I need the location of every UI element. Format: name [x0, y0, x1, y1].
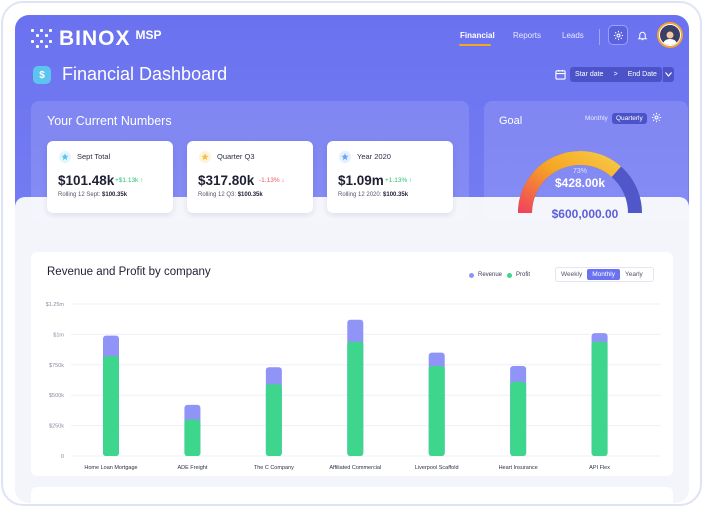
- stat-label: Quarter Q3: [217, 152, 255, 161]
- settings-button[interactable]: [608, 25, 628, 45]
- bar-profit[interactable]: [103, 356, 119, 456]
- avatar-icon: [659, 24, 681, 46]
- x-category-label: Affiliated Commercial: [329, 465, 381, 471]
- stat-card[interactable]: Quarter Q3 $317.80k -1.13% ↓ Rolling 12 Q3:…: [187, 141, 313, 213]
- stat-rolling-label: Rolling 12 Q3:: [198, 192, 237, 198]
- bar-profit[interactable]: [347, 341, 364, 456]
- stat-icon-star: [61, 153, 69, 160]
- star-icon: [199, 151, 211, 163]
- x-category-label: ADE Freight: [177, 465, 207, 471]
- stat-card[interactable]: Year 2020 $1.09m +1.13% ↑ Rolling 12 2020: …: [327, 141, 453, 213]
- dashboard-screen: BINOX MSP Financial Reports Leads $ Fina…: [15, 15, 689, 503]
- legend-revenue: Revenue: [469, 272, 502, 278]
- bar-profit[interactable]: [510, 381, 527, 456]
- stat-rolling: Rolling 12 Q3: $100.35k: [198, 192, 263, 198]
- calendar-icon[interactable]: [555, 69, 566, 80]
- y-tick-label: $750k: [49, 363, 64, 369]
- x-category-label: Heart Insurance: [499, 465, 538, 471]
- end-date-field[interactable]: End Date: [627, 71, 657, 78]
- dollar-icon: $: [33, 66, 51, 84]
- logo-mark-icon: [31, 29, 53, 49]
- stat-change: +$1.13k ↑: [115, 177, 144, 184]
- stat-value: $317.80k: [198, 173, 255, 188]
- logo-text: BINOX: [59, 27, 131, 50]
- nav-leads[interactable]: Leads: [562, 31, 584, 40]
- notifications-button[interactable]: [635, 28, 649, 42]
- goal-toggle-quarterly[interactable]: Quarterly: [612, 113, 647, 124]
- y-tick-label: $1.25m: [46, 302, 65, 308]
- x-category-label: Liverpool Scaffold: [415, 465, 459, 471]
- stat-change: +1.13% ↑: [385, 177, 413, 184]
- star-icon: [339, 151, 351, 163]
- y-tick-label: $1m: [53, 332, 64, 338]
- gear-icon: [613, 30, 623, 40]
- gauge-fill: [518, 151, 621, 213]
- numbers-title: Your Current Numbers: [47, 114, 172, 128]
- legend-profit-label: Profit: [516, 272, 531, 278]
- nav-financial[interactable]: Financial: [460, 31, 495, 40]
- next-section-card: [31, 487, 673, 503]
- x-category-label: The C Company: [254, 465, 294, 471]
- nav-reports[interactable]: Reports: [513, 31, 542, 40]
- period-monthly[interactable]: Monthly: [587, 269, 620, 280]
- stat-value: $101.48k: [58, 173, 115, 188]
- page-title: Financial Dashboard: [62, 64, 228, 84]
- legend-profit: Profit: [507, 272, 530, 278]
- bar-profit[interactable]: [184, 419, 201, 456]
- bell-icon: [637, 31, 647, 40]
- date-dropdown-button[interactable]: [662, 67, 674, 82]
- legend-revenue-swatch: [469, 272, 474, 278]
- logo-subtext: MSP: [135, 28, 162, 42]
- revenue-profit-chart-card: Revenue and Profit by company Revenue Pr…: [31, 252, 673, 476]
- stat-icon-star: [341, 153, 349, 160]
- stat-rolling-value: $100.35k: [102, 192, 128, 198]
- legend-profit-swatch: [507, 272, 512, 278]
- stat-card[interactable]: Sept Total $101.48k +$1.13k ↑ Rolling 12 Se…: [47, 141, 173, 213]
- nav-divider: [599, 29, 600, 45]
- stat-rolling: Rolling 12 2020: $100.35k: [338, 192, 408, 198]
- legend-revenue-label: Revenue: [478, 272, 503, 278]
- user-avatar[interactable]: [657, 22, 683, 48]
- nav-active-indicator: [459, 44, 491, 46]
- stat-rolling-label: Rolling 12 Sept:: [58, 192, 101, 198]
- chevron-down-icon: [665, 72, 672, 77]
- stat-icon-star: [201, 153, 209, 160]
- goal-target-value: $600,000.00: [551, 207, 619, 221]
- chart-title: Revenue and Profit by company: [47, 266, 211, 278]
- goal-gauge: 73% $428.00k: [518, 151, 642, 213]
- date-range-picker[interactable]: Star date > End Date: [570, 67, 662, 82]
- bar-profit[interactable]: [591, 341, 608, 456]
- period-yearly[interactable]: Yearly: [624, 271, 643, 278]
- stat-label: Year 2020: [357, 152, 391, 161]
- chevron-right-icon: >: [613, 71, 618, 78]
- y-tick-label: 0: [61, 454, 64, 460]
- stat-change: -1.13% ↓: [259, 177, 285, 184]
- start-date-field[interactable]: Star date: [575, 71, 604, 78]
- app-logo[interactable]: BINOX MSP: [31, 27, 162, 51]
- stat-value: $1.09m: [338, 173, 384, 188]
- stat-rolling-label: Rolling 12 2020:: [338, 192, 382, 198]
- bar-chart: 0 $250k $500k $750k $1m $1.25m Home Loan Mortg…: [46, 302, 661, 471]
- bar-profit[interactable]: [428, 366, 445, 456]
- stat-rolling-value: $100.35k: [383, 192, 409, 198]
- stat-rolling-value: $100.35k: [237, 192, 263, 198]
- stat-label: Sept Total: [77, 152, 111, 161]
- goal-settings-icon[interactable]: [651, 112, 662, 123]
- x-category-label: Home Loan Mortgage: [84, 465, 137, 471]
- period-selector: Weekly Monthly Yearly: [555, 267, 654, 282]
- y-tick-label: $500k: [49, 393, 64, 399]
- period-weekly[interactable]: Weekly: [561, 271, 583, 278]
- goal-title: Goal: [499, 115, 523, 127]
- goal-panel: Goal Monthly Quarterly 73% $428.00k: [484, 101, 688, 221]
- goal-percent: 73%: [573, 168, 587, 175]
- y-tick-label: $250k: [49, 424, 64, 430]
- goal-toggle-monthly[interactable]: Monthly: [585, 115, 608, 122]
- star-icon: [59, 151, 71, 163]
- x-category-label: API Flex: [589, 465, 610, 471]
- stat-rolling: Rolling 12 Sept: $100.35k: [58, 192, 127, 198]
- goal-current-value: $428.00k: [555, 176, 605, 190]
- bar-profit[interactable]: [265, 384, 282, 456]
